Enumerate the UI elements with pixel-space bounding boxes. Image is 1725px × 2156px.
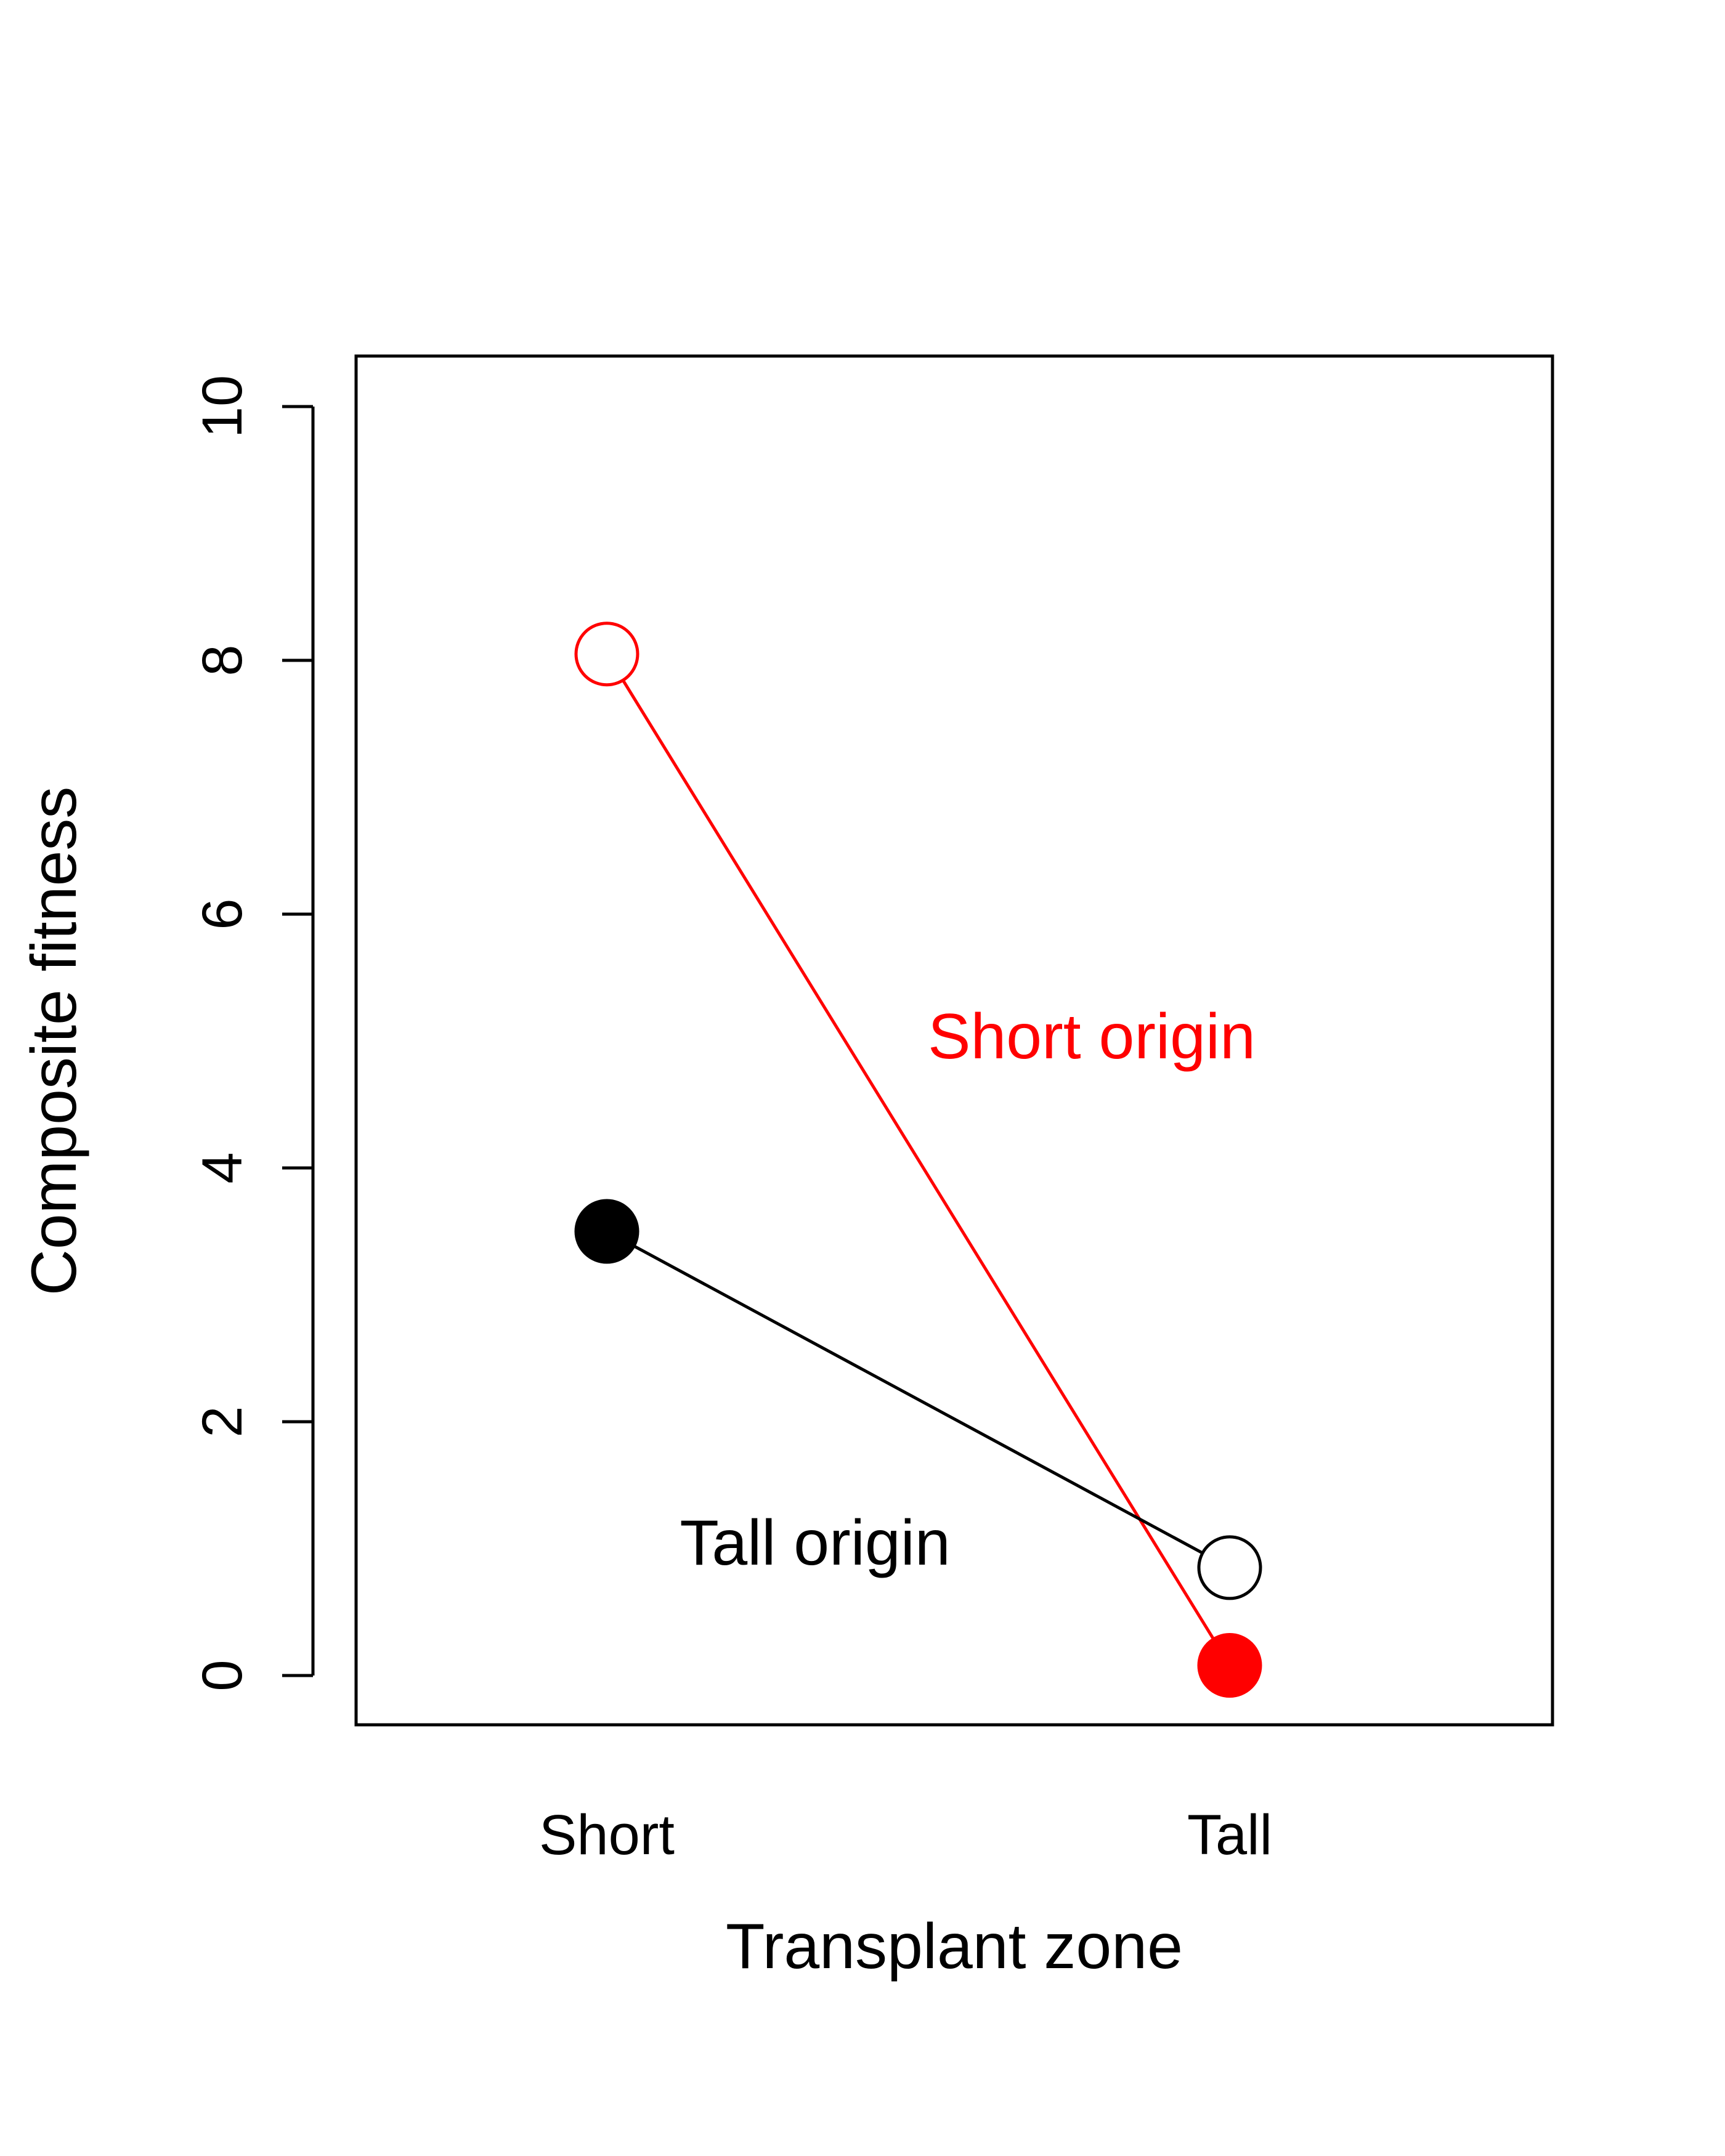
series-line-short-origin: [605, 653, 1232, 1666]
y-tick-label: 0: [191, 1660, 254, 1691]
y-tick-label: 6: [191, 898, 254, 930]
series-label-tall-origin: Tall origin: [680, 1507, 950, 1579]
y-tick-label: 10: [191, 375, 254, 438]
series-line-tall-origin: [606, 1230, 1231, 1570]
x-axis-labels: Short Tall: [539, 1804, 1272, 1866]
y-axis-title: Composite fitness: [18, 787, 90, 1296]
x-tick-label: Tall: [1187, 1804, 1272, 1866]
y-tick-label: 4: [191, 1152, 254, 1183]
data-point-tall-origin-tall: [1197, 1535, 1262, 1600]
data-point-short-origin-tall: [1197, 1633, 1262, 1698]
y-tick-label: 8: [191, 644, 254, 676]
series-layer: [574, 622, 1262, 1698]
data-point-short-origin-short: [574, 622, 639, 687]
x-axis-title: Transplant zone: [726, 1911, 1183, 1982]
y-axis: 0 2 4 6 8 10: [191, 375, 315, 1692]
data-point-tall-origin-short: [574, 1199, 639, 1264]
plot-frame: [354, 354, 1554, 1727]
x-tick-label: Short: [539, 1804, 675, 1866]
y-tick-label: 2: [191, 1406, 254, 1437]
series-label-short-origin: Short origin: [928, 1001, 1256, 1072]
